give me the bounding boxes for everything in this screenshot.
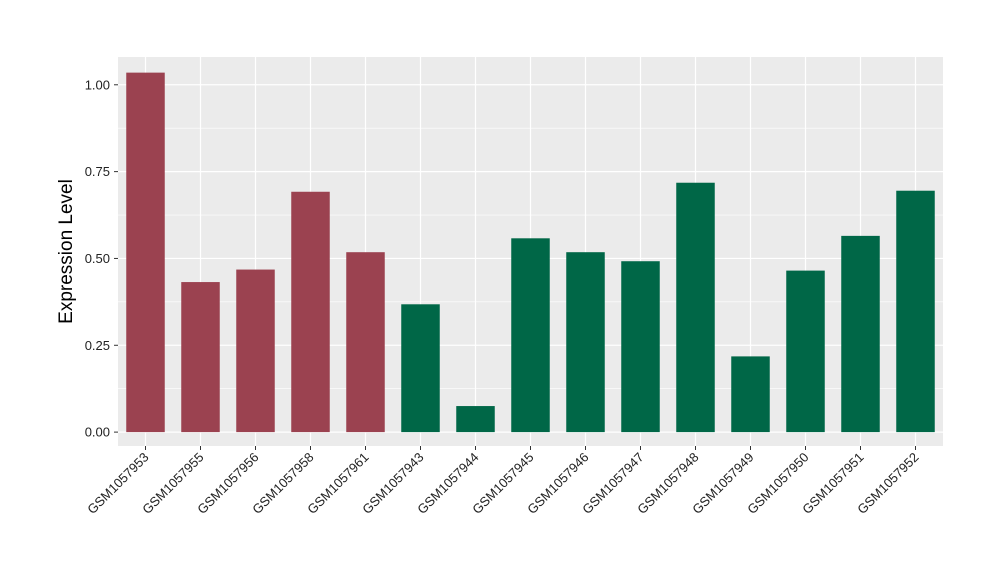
bar-gsm1057949 <box>731 356 770 433</box>
bar-gsm1057948 <box>676 182 715 433</box>
bar-gsm1057953 <box>126 72 165 433</box>
y-tick-label: 0.25 <box>85 338 110 353</box>
y-tick-label: 1.00 <box>85 77 110 92</box>
bar-gsm1057944 <box>456 406 495 433</box>
y-tick-label: 0.50 <box>85 251 110 266</box>
x-axis: GSM1057953GSM1057955GSM1057956GSM1057958… <box>84 446 922 517</box>
bars-group <box>126 72 935 433</box>
bar-gsm1057958 <box>291 191 330 433</box>
bar-gsm1057961 <box>346 252 385 433</box>
y-axis: 0.00 0.25 0.50 0.75 1.00 <box>85 77 118 440</box>
y-tick-label: 0.75 <box>85 164 110 179</box>
bar-gsm1057956 <box>236 269 275 433</box>
bar-gsm1057945 <box>511 238 550 433</box>
bar-gsm1057951 <box>841 235 880 433</box>
y-tick-label: 0.00 <box>85 425 110 440</box>
bar-gsm1057943 <box>401 304 440 433</box>
bar-gsm1057950 <box>786 270 825 433</box>
y-axis-title: Expression Level <box>56 179 77 324</box>
bar-gsm1057947 <box>621 261 660 433</box>
bar-gsm1057955 <box>181 282 220 433</box>
bar-gsm1057946 <box>566 252 605 433</box>
bar-gsm1057952 <box>896 190 935 433</box>
